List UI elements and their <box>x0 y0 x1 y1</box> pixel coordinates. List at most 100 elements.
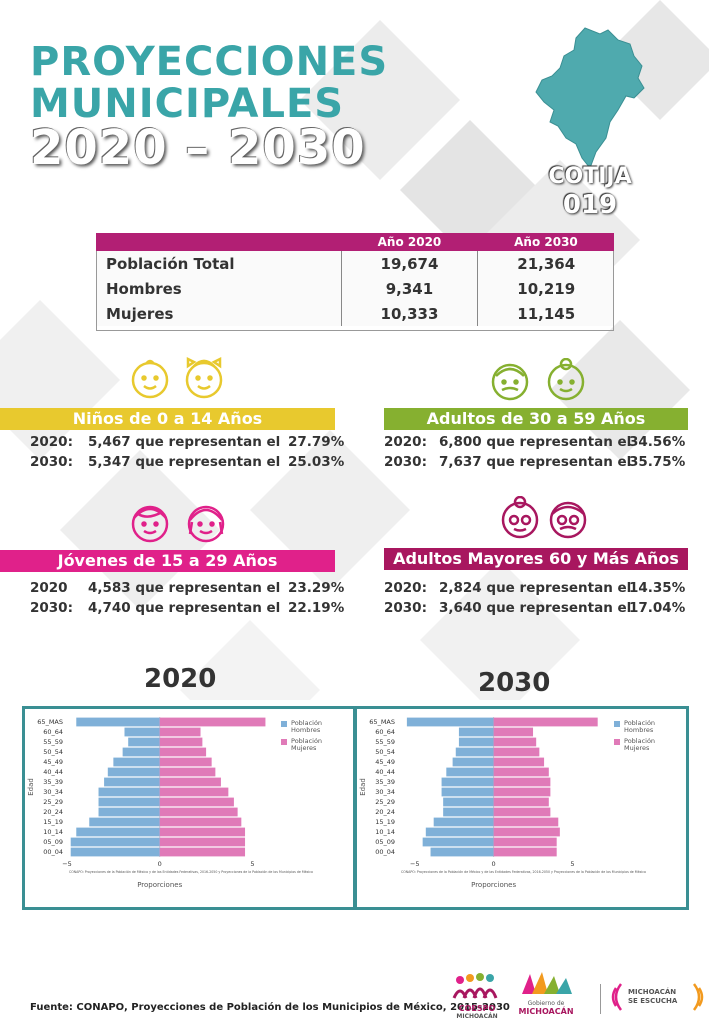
pyramid-bar <box>159 817 242 827</box>
stat-text: 5,467 que representan el <box>88 434 281 450</box>
population-table: Año 2020 Año 2030 Población Total 19,674… <box>96 233 614 326</box>
legend-label: Mujeres <box>624 744 650 752</box>
age-tick-label: 45_49 <box>43 758 63 766</box>
stat-pct: 23.29% <box>288 580 345 596</box>
stat-pct: 27.79% <box>288 434 345 450</box>
legend-swatch <box>281 739 287 745</box>
stat-year: 2030: <box>384 600 427 616</box>
source-note: CONAPO: Proyecciones de la Población de … <box>401 870 646 874</box>
pyramid-bar <box>493 757 545 767</box>
stat-text: 3,640 que representan el <box>439 600 632 616</box>
pyramid-bar <box>493 767 549 777</box>
age-tick-label: 25_29 <box>43 798 63 806</box>
row-value-2030: 10,219 <box>477 276 614 301</box>
age-tick-label: 60_64 <box>43 728 63 736</box>
age-tick-label: 55_59 <box>43 738 63 746</box>
pyramid-bar <box>406 717 494 727</box>
pyramid-bar <box>425 827 494 837</box>
pyramid-bar <box>493 777 551 787</box>
y-axis-label: Edad <box>359 778 367 796</box>
logo-divider <box>600 984 601 1014</box>
row-label: Hombres <box>106 279 182 298</box>
pyramid-bar <box>452 757 494 767</box>
stat-pct: 14.35% <box>629 580 686 596</box>
age-tick-label: 50_54 <box>375 748 395 756</box>
municipality-code: 019 <box>562 190 618 220</box>
gobierno-michoacan-logo: Gobierno de MICHOACÁN <box>516 970 576 1020</box>
age-tick-label: 15_19 <box>43 818 63 826</box>
pyramid-bar <box>493 737 537 747</box>
age-tick-label: 05_09 <box>375 838 395 846</box>
pyramid-bar <box>493 787 551 797</box>
sound-waves-right-icon <box>692 983 704 1011</box>
age-tick-label: 00_04 <box>43 848 63 856</box>
legend-label: Población <box>291 737 322 745</box>
pyramid-bar <box>493 817 559 827</box>
banner-jovenes: Jóvenes de 15 a 29 Años <box>0 550 335 572</box>
row-value-2020: 19,674 <box>340 251 478 276</box>
stat-text: 2,824 que representan el <box>439 580 632 596</box>
table-header-2020: Año 2020 <box>341 233 478 251</box>
pyramid-year-2020: 2020 <box>144 664 217 694</box>
age-tick-label: 25_29 <box>375 798 395 806</box>
seniors-faces-icon <box>501 496 587 539</box>
municipality-map-icon <box>535 27 645 169</box>
age-tick-label: 20_24 <box>375 808 395 816</box>
age-tick-label: 15_19 <box>375 818 395 826</box>
pyramid-bar <box>441 777 494 787</box>
y-axis-label: Edad <box>27 778 35 796</box>
gobierno-logo-subtext: MICHOACÁN <box>518 1007 574 1016</box>
age-tick-label: 10_14 <box>43 828 63 836</box>
stat-pct: 25.03% <box>288 454 345 470</box>
table-row: Hombres 9,341 10,219 <box>96 276 614 301</box>
pyramid-bar <box>76 827 160 837</box>
banner-adultos: Adultos de 30 a 59 Años <box>384 408 688 430</box>
pyramid-bar <box>493 717 598 727</box>
table-header-row: Año 2020 Año 2030 <box>96 233 614 251</box>
pyramid-bar <box>159 797 234 807</box>
stat-jovenes-2020: 2020 4,583 que representan el 23.29% <box>30 580 344 596</box>
x-tick-label: −5 <box>410 860 420 868</box>
age-tick-label: 10_14 <box>375 828 395 836</box>
pyramid-bar <box>98 787 160 797</box>
age-tick-label: 65_MAS <box>369 718 395 726</box>
title-line-2: MUNICIPALES <box>30 81 345 127</box>
population-pyramid-2020: 65_MAS 60_64 55_59 50_54 45_49 40_44 35_39 30_3… <box>27 717 322 889</box>
table-header-2030: Año 2030 <box>477 233 614 251</box>
pyramid-bar <box>493 727 534 737</box>
pyramid-bar <box>433 817 494 827</box>
municipality-name: COTIJA <box>548 164 632 189</box>
legend-swatch <box>614 739 620 745</box>
stat-ninos-2020: 2020: 5,467 que representan el 27.79% <box>30 434 344 450</box>
stat-year: 2030: <box>30 454 73 470</box>
table-row: Población Total 19,674 21,364 <box>96 251 614 276</box>
coespo-logo-subtext: MICHOACÁN <box>456 1013 498 1020</box>
x-tick-label: −5 <box>62 860 72 868</box>
stat-year: 2030: <box>30 600 73 616</box>
pyramid-bar <box>104 777 160 787</box>
pyramid-bar <box>493 847 557 857</box>
pyramid-bar <box>159 717 266 727</box>
legend-label: Población <box>291 719 322 727</box>
stat-year: 2020: <box>384 580 427 596</box>
banner-ninos: Niños de 0 a 14 Años <box>0 408 335 430</box>
pyramid-year-2030: 2030 <box>478 668 551 698</box>
pyramid-bar <box>113 757 160 767</box>
pyramid-bar <box>458 727 494 737</box>
pyramid-bar <box>128 737 160 747</box>
age-tick-label: 40_44 <box>375 768 395 776</box>
stat-text: 4,583 que representan el <box>88 580 281 596</box>
stat-adultos-2030: 2030: 7,637 que representan el35.75% <box>384 454 685 470</box>
age-tick-label: 35_39 <box>375 778 395 786</box>
x-tick-label: 0 <box>492 860 496 868</box>
pyramid-bar <box>493 837 557 847</box>
youth-faces-icon <box>131 505 225 543</box>
michoacan-logo-subtext: SE ESCUCHA <box>628 997 678 1005</box>
coespo-people-icon <box>452 973 498 999</box>
pyramid-bar <box>159 807 238 817</box>
pyramid-bar <box>159 827 246 837</box>
age-tick-label: 60_64 <box>375 728 395 736</box>
legend-swatch <box>614 721 620 727</box>
title-years: 2020 – 2030 <box>30 120 366 176</box>
stat-year: 2020: <box>30 434 73 450</box>
